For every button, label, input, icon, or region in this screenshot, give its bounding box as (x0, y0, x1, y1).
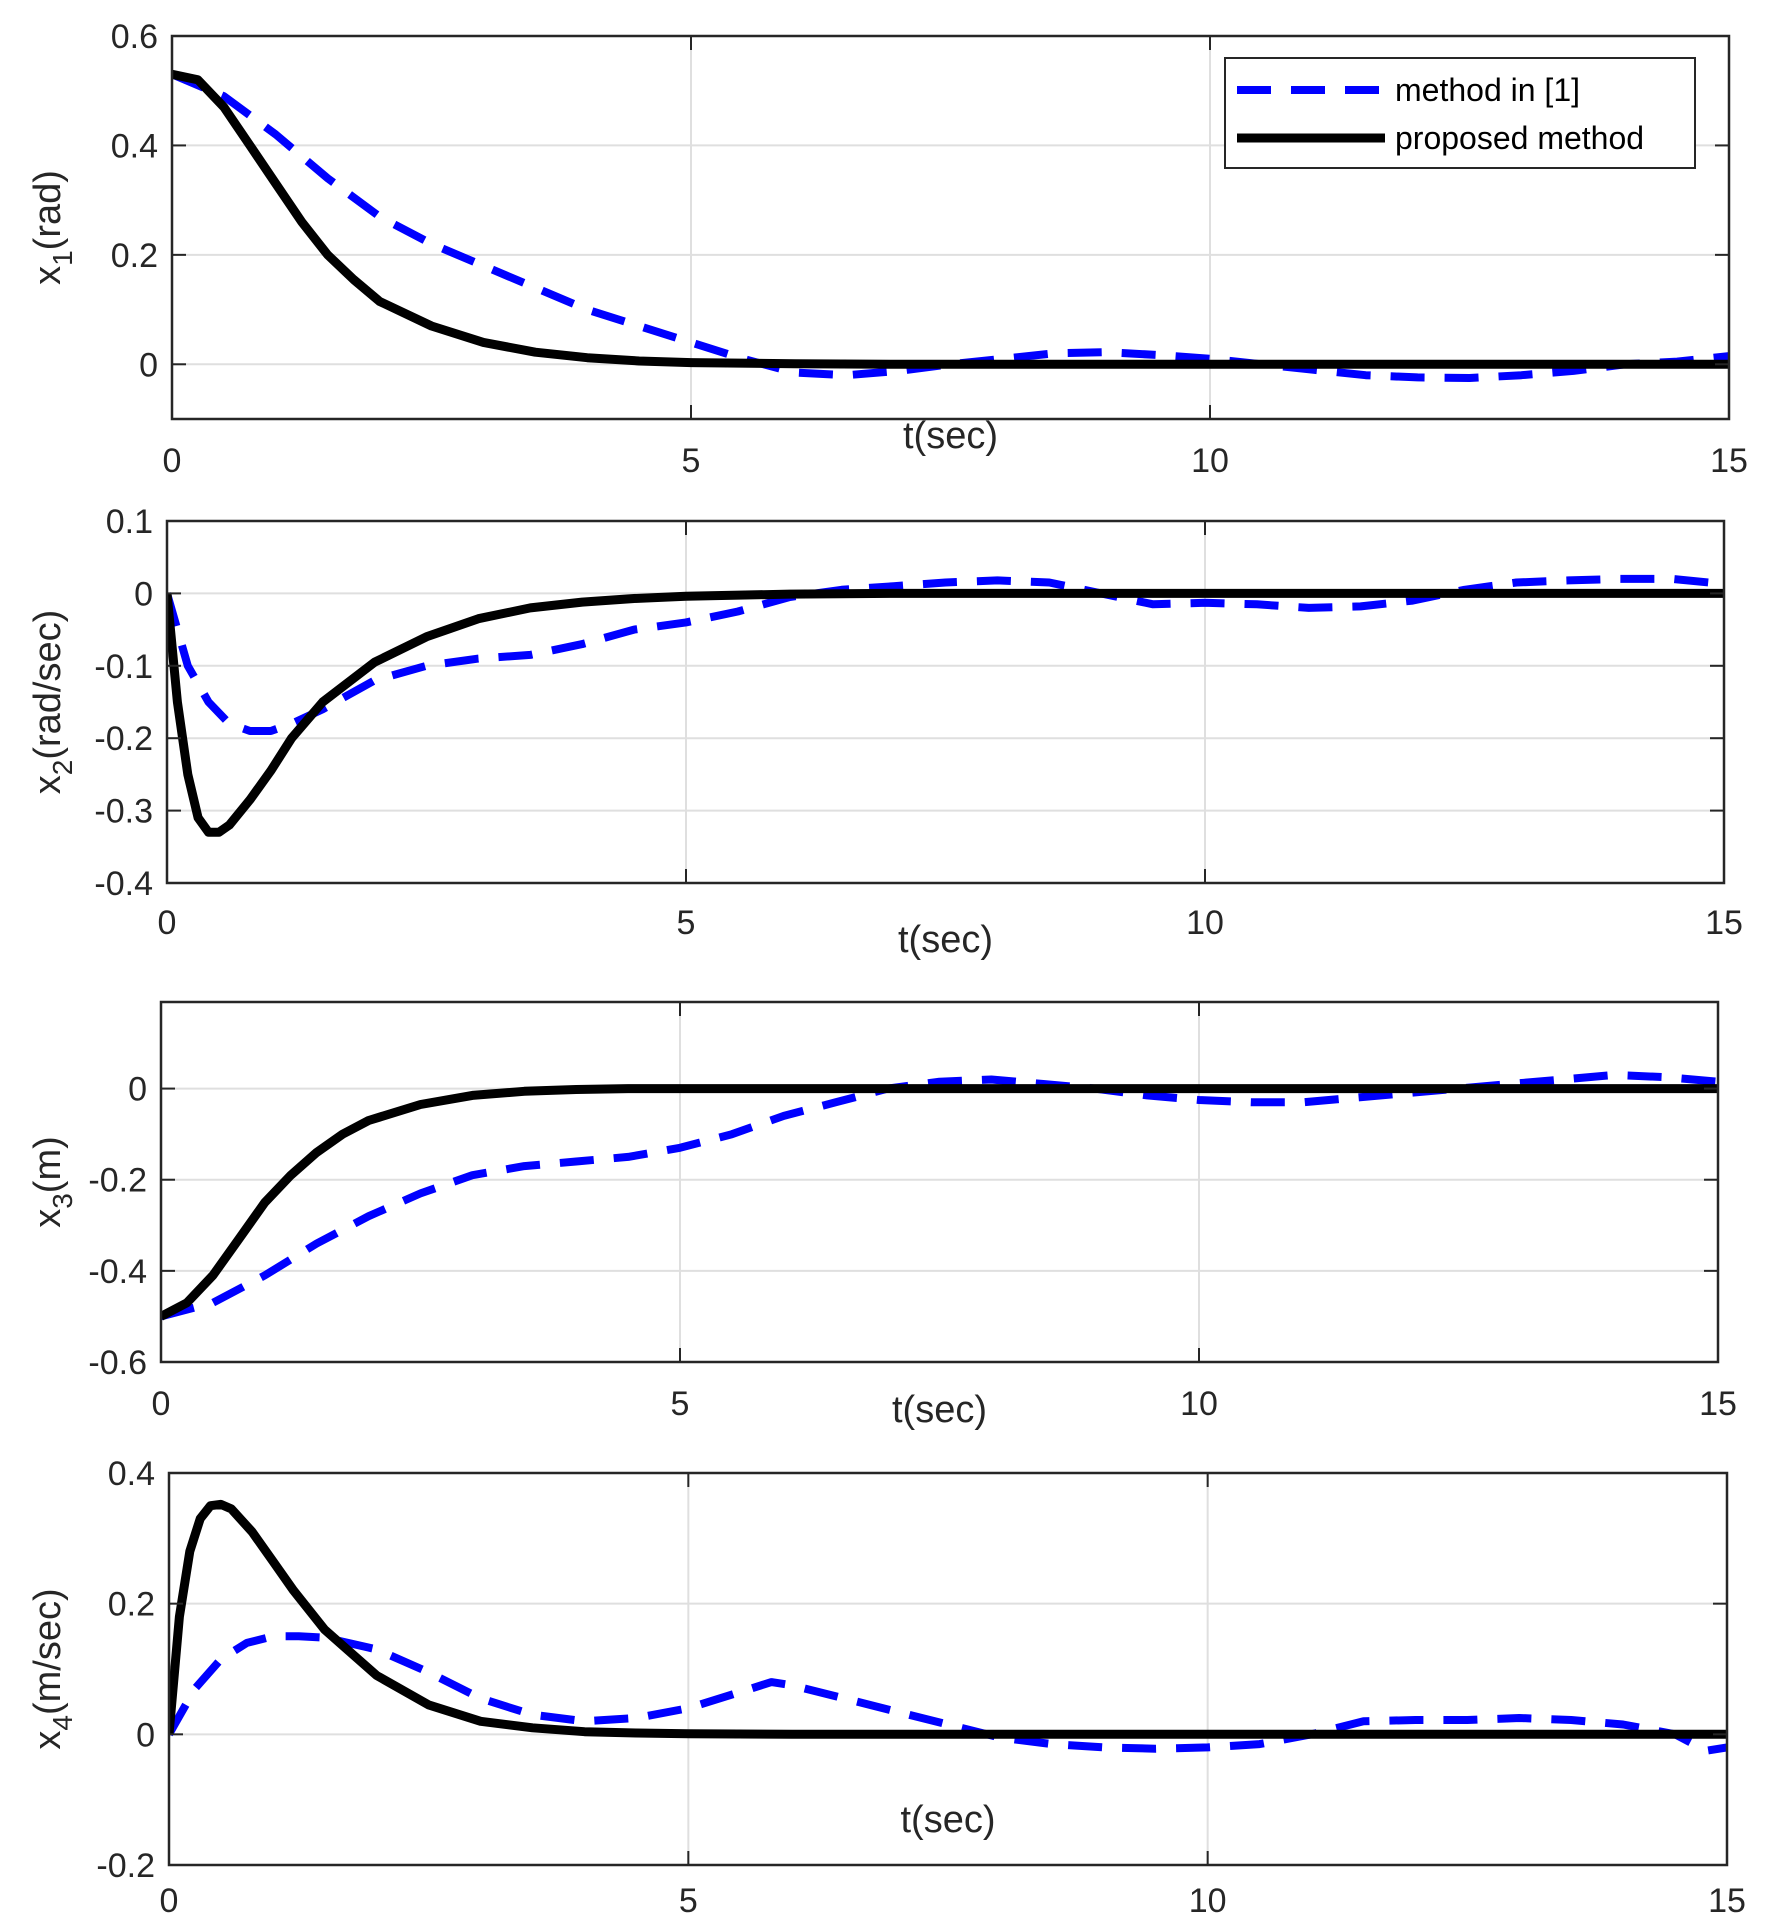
y-tick-label: 0 (134, 575, 153, 613)
series-line-proposed-method (172, 69, 1729, 369)
x-tick-label: 15 (1710, 442, 1748, 480)
y-tick-label: 0.1 (106, 503, 153, 541)
y-tick-label: 0 (128, 1071, 147, 1109)
y-tick-label: 0.6 (111, 18, 158, 56)
panel-2: 0 5 10 15 -0.4 -0.3 -0.2 -0.1 0 0.1 t(sec) x2(rad/s… (27, 503, 1743, 961)
legend: method in [1] proposed method (1224, 57, 1696, 169)
series-line-method-in-1 (172, 70, 1729, 382)
y-axis-label-base: x (27, 1209, 69, 1228)
y-tick-label: -0.6 (88, 1344, 147, 1382)
y-tick-label: 0.4 (111, 127, 158, 165)
series-line-method-in-1 (167, 574, 1724, 735)
y-tick-label: -0.2 (96, 1847, 155, 1885)
x-tick-label: 5 (682, 442, 701, 480)
series-line-proposed-method (167, 588, 1724, 837)
x-tick-label: 10 (1186, 904, 1224, 942)
y-tick-label: 0 (136, 1716, 155, 1754)
y-axis-label-unit: (m) (27, 1136, 69, 1193)
series-line-method-in-1 (161, 1070, 1718, 1321)
y-axis-label: x4(m/sec) (27, 1588, 78, 1749)
x-tick-label: 5 (671, 1385, 690, 1423)
panel-3: 0 5 10 15 -0.6 -0.4 -0.2 0 t(sec) x3(m) (27, 1000, 1737, 1431)
y-axis-label-unit: (rad) (27, 170, 69, 250)
legend-box (1224, 57, 1696, 169)
x-axis-label: t(sec) (898, 919, 993, 961)
y-tick-label: 0.2 (108, 1586, 155, 1624)
x-tick-label: 5 (677, 904, 696, 942)
y-tick-label: -0.2 (94, 720, 153, 758)
y-axis-label: x2(rad/sec) (27, 610, 78, 795)
x-tick-label: 10 (1189, 1882, 1227, 1920)
y-axis-label-unit: (rad/sec) (27, 610, 69, 760)
y-tick-label: -0.2 (88, 1162, 147, 1200)
y-axis-label: x3(m) (27, 1136, 78, 1228)
axes-box (167, 1471, 1729, 1867)
y-axis-label-unit: (m/sec) (27, 1588, 69, 1715)
x-axis-label: t(sec) (901, 1799, 996, 1841)
x-tick-label: 0 (158, 904, 177, 942)
series-line-proposed-method (161, 1084, 1718, 1321)
y-axis-label-base: x (27, 775, 69, 794)
x-tick-label: 15 (1699, 1385, 1737, 1423)
panel-1: 0 5 10 15 0 0.2 0.4 0.6 t(sec) x1(rad) method in [… (27, 18, 1748, 480)
y-tick-label: -0.1 (94, 648, 153, 686)
y-axis-label-subscript: 4 (47, 1715, 78, 1731)
x-axis-label: t(sec) (892, 1389, 987, 1431)
legend-label: method in [1] (1395, 72, 1580, 108)
legend-label: proposed method (1395, 120, 1644, 156)
series-line-proposed-method (169, 1499, 1727, 1739)
y-tick-label: 0.4 (108, 1455, 155, 1493)
y-tick-label: -0.3 (94, 793, 153, 831)
x-tick-label: 5 (679, 1882, 698, 1920)
y-axis-label-base: x (27, 266, 69, 285)
series-line-method-in-1 (169, 1632, 1727, 1755)
y-axis-label-subscript: 2 (47, 760, 78, 776)
y-axis-label: x1(rad) (27, 170, 78, 285)
x-tick-label: 0 (163, 442, 182, 480)
y-axis-label-subscript: 1 (47, 250, 78, 266)
axes-box (159, 1000, 1720, 1364)
x-tick-label: 15 (1705, 904, 1743, 942)
axes-box (165, 519, 1726, 885)
x-tick-label: 0 (160, 1882, 179, 1920)
x-tick-label: 0 (152, 1385, 171, 1423)
y-tick-label: 0 (139, 346, 158, 384)
y-tick-label: 0.2 (111, 237, 158, 275)
x-tick-label: 10 (1180, 1385, 1218, 1423)
axes-box (170, 34, 1731, 421)
y-tick-label: -0.4 (94, 865, 153, 903)
y-tick-label: -0.4 (88, 1253, 147, 1291)
x-tick-label: 10 (1191, 442, 1229, 480)
y-axis-label-base: x (27, 1731, 69, 1750)
x-tick-label: 15 (1708, 1882, 1746, 1920)
panel-4: 0 5 10 15-0.200.20.4t(sec)x4(m/sec) (27, 1455, 1746, 1920)
x-axis-label: t(sec) (903, 415, 998, 457)
y-axis-label-subscript: 3 (47, 1193, 78, 1209)
